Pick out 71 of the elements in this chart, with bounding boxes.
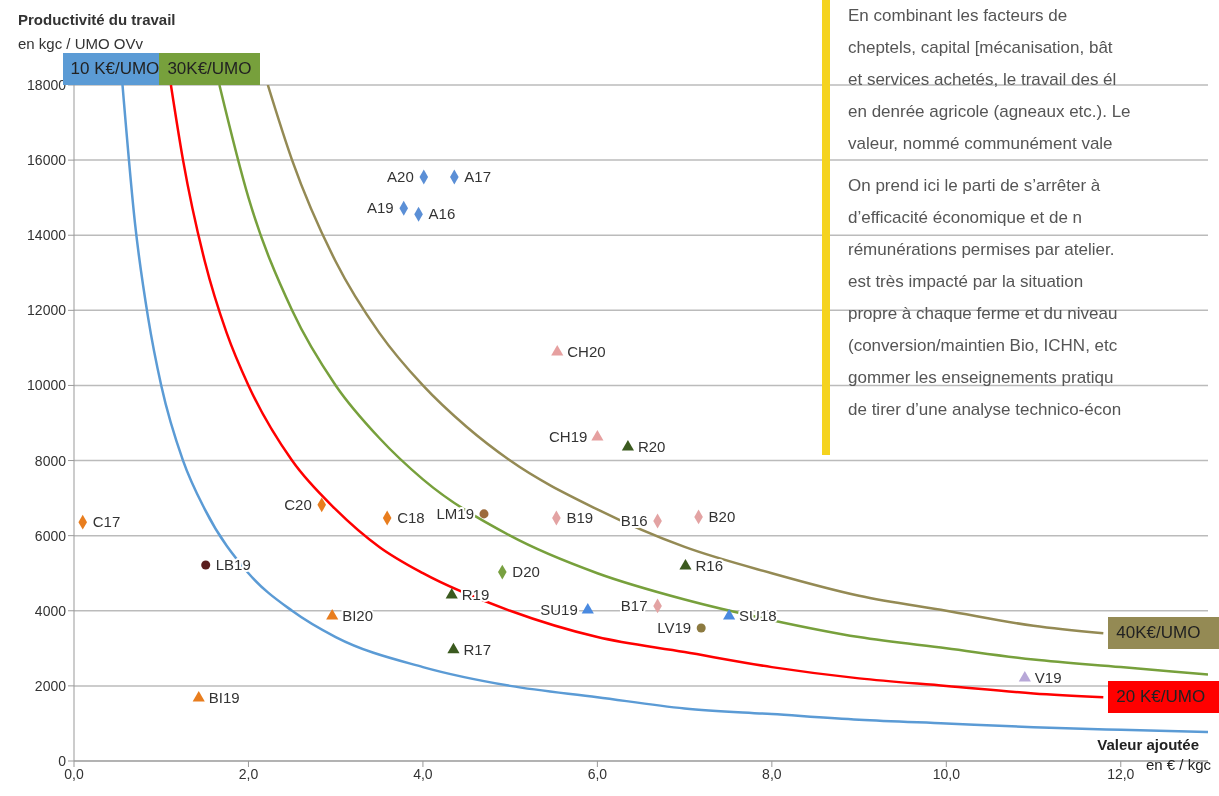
- y-tick-label: 0: [58, 753, 67, 769]
- data-label: B17: [620, 596, 648, 614]
- data-label: R20: [637, 438, 666, 456]
- data-label: C17: [92, 513, 121, 531]
- data-label: A17: [464, 168, 492, 186]
- point: [447, 642, 460, 654]
- point: [1018, 670, 1031, 682]
- data-label: LV19: [657, 619, 692, 637]
- x-tick-label: 8,0: [762, 765, 782, 782]
- data-label: C20: [284, 495, 312, 513]
- annotation: de tirer d’une analyse technico-écon: [848, 399, 1123, 421]
- y-tick-label: 16000: [27, 152, 67, 169]
- data-label: B20: [708, 507, 736, 525]
- y-tick-label: 12000: [27, 302, 67, 319]
- annotation: d’efficacité économique et de n: [848, 207, 1084, 229]
- x-tick-label: 2,0: [238, 765, 259, 782]
- data-label: A19: [367, 199, 394, 217]
- point: [201, 560, 211, 570]
- point: [621, 440, 634, 451]
- data-label: A16: [428, 205, 456, 223]
- data-label: BI19: [208, 688, 240, 706]
- point: [723, 609, 736, 620]
- data-label: C18: [397, 509, 425, 527]
- annotation: gommer les enseignements pratiqu: [848, 367, 1115, 389]
- point: [581, 603, 594, 614]
- point: [679, 559, 692, 570]
- text: cheptels, capital [mécanisation, bât: [848, 37, 1114, 59]
- data-label: BI20: [342, 607, 374, 625]
- y-tick-label: 18000: [27, 77, 67, 93]
- annotation: On prend ici le parti de s’arrêter à: [848, 175, 1102, 197]
- x-tick-label: 10,0: [932, 765, 961, 782]
- data-label: SU19: [540, 601, 578, 619]
- point: [479, 509, 489, 519]
- data-label: B19: [566, 509, 594, 527]
- annotation: et services achetés, le travail des él: [848, 69, 1118, 91]
- data-label: B16: [620, 512, 648, 530]
- data-label: CH19: [549, 427, 588, 445]
- data-label: LM19: [436, 504, 474, 522]
- series-label: 10 K€/UMO: [70, 59, 160, 78]
- series-label: 20 K€/UMO: [1108, 681, 1219, 714]
- point: [192, 690, 205, 702]
- data-label: A20: [387, 168, 414, 186]
- annotation: propre à chaque ferme et du niveau: [848, 303, 1119, 325]
- y-tick-label: 6000: [34, 527, 67, 544]
- x-tick-label: 4,0: [413, 765, 433, 782]
- point: [326, 609, 339, 620]
- data-label: R17: [463, 640, 491, 658]
- point: [551, 345, 564, 356]
- annotation: (conversion/maintien Bio, ICHN, etc: [848, 335, 1119, 357]
- annotation: est très impacté par la situation: [848, 271, 1085, 293]
- data-label: V19: [1034, 669, 1062, 686]
- point: [591, 429, 604, 441]
- text: En combinant les facteurs de: [848, 5, 1069, 27]
- y-tick-label: 8000: [34, 452, 67, 469]
- data-label: R16: [695, 557, 724, 575]
- y-axis-title: Productivité du travail en kgc / UMO OVv: [18, 10, 176, 54]
- point: [445, 587, 458, 599]
- data-label: CH20: [567, 343, 606, 361]
- annotation: en denrée agricole (agneaux etc.). Le: [848, 101, 1131, 123]
- y-tick-label: 10000: [27, 377, 67, 394]
- y-tick-label: 14000: [27, 227, 67, 244]
- x-tick-label: 6,0: [587, 765, 608, 782]
- data-label: D20: [512, 563, 540, 581]
- annotation: rémunérations permises par atelier.: [848, 239, 1116, 261]
- point: [696, 623, 706, 633]
- series-label: 30K€/UMO: [159, 53, 260, 85]
- y-tick-label: 4000: [34, 602, 67, 619]
- annotation: valeur, nommé communément vale: [848, 133, 1114, 155]
- series-label: 40K€/UMO: [1108, 617, 1219, 650]
- x-tick-label: 0,0: [64, 765, 84, 782]
- y-tick-label: 2000: [34, 677, 67, 694]
